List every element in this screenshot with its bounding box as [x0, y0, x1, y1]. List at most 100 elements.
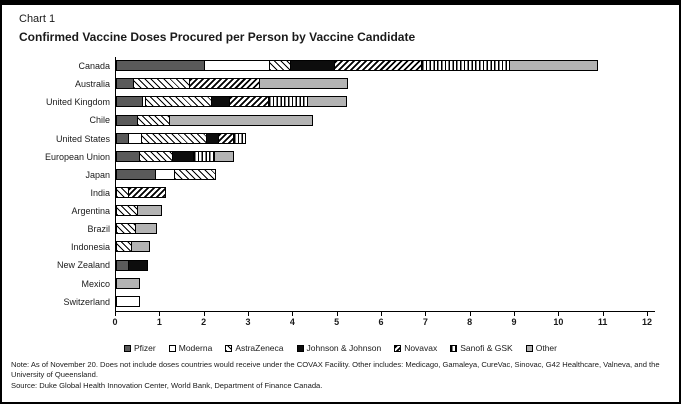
bar-segment-astrazeneca [132, 78, 191, 90]
category-label: Canada [78, 61, 110, 71]
bar-segment-pfizer [116, 60, 205, 72]
bar-segment-sanofi [421, 60, 510, 72]
chart-legend: Pfizer Moderna AstraZeneca Johnson & Johnso… [2, 343, 679, 353]
bar-row [116, 130, 648, 148]
x-tick-mark [115, 312, 116, 316]
bar-segment-other [137, 205, 162, 217]
legend-label: Moderna [178, 343, 213, 353]
category-label: Switzerland [63, 296, 110, 307]
stacked-bar [116, 259, 648, 271]
bar-row [116, 93, 648, 111]
bar-segment-other [508, 60, 598, 72]
legend-item-other: Other [525, 343, 557, 353]
x-tick-mark [381, 312, 382, 316]
legend-label: Johnson & Johnson [306, 343, 382, 353]
x-tick-mark [469, 312, 471, 316]
category-label: United Kingdom [45, 97, 110, 108]
bar-segment-jnj [128, 259, 149, 271]
category-label: Mexico [81, 278, 110, 289]
legend-label: Other [535, 343, 557, 353]
bar-segment-novavax [128, 187, 166, 199]
bar-segment-pfizer [116, 132, 130, 144]
x-tick-mark [203, 312, 205, 316]
x-tick-mark [425, 312, 427, 316]
bar-segment-pfizer [116, 78, 134, 90]
category-label: Australia [74, 79, 110, 90]
x-tick-label: 10 [553, 317, 564, 327]
legend-swatch-novavax [394, 344, 402, 352]
plot-area [115, 57, 648, 311]
category-label: European Union [44, 151, 110, 162]
bar-segment-novavax [218, 132, 234, 144]
bar-segment-moderna [154, 168, 175, 180]
bar-row [116, 148, 648, 166]
x-tick-mark [558, 312, 560, 316]
bar-segment-astrazeneca [140, 132, 208, 144]
bar-segment-novavax [229, 96, 270, 108]
x-axis-line [115, 311, 655, 312]
stacked-bar [116, 295, 648, 307]
category-label: Japan [85, 169, 110, 180]
x-tick-mark [602, 312, 604, 316]
x-tick-mark [292, 312, 294, 316]
stacked-bar [116, 150, 648, 162]
x-tick-mark [248, 312, 249, 316]
bar-row [116, 166, 648, 184]
legend-label: AstraZeneca [235, 343, 284, 353]
category-label: United States [55, 133, 110, 144]
bar-row [116, 256, 648, 274]
stacked-bar [116, 60, 648, 72]
stacked-bar [116, 223, 648, 235]
stacked-bar [116, 96, 648, 108]
bar-segment-novavax [189, 78, 261, 90]
legend-swatch-moderna [168, 344, 176, 352]
bar-row [116, 293, 648, 311]
legend-item-novavax: Novavax [394, 343, 437, 353]
category-label: Argentina [71, 206, 110, 216]
category-label: Indonesia [70, 242, 110, 253]
bar-segment-pfizer [116, 168, 156, 180]
stacked-bar [116, 114, 648, 126]
bar-row [116, 184, 648, 202]
legend-swatch-pfizer [124, 344, 132, 352]
bar-segment-astrazeneca [145, 96, 212, 108]
bar-segment-moderna [203, 60, 271, 72]
bar-segment-astrazeneca [173, 168, 216, 180]
stacked-bar [116, 168, 648, 180]
x-tick-mark [336, 312, 338, 316]
x-tick-mark [514, 312, 515, 316]
legend-item-jnj: Johnson & Johnson [296, 343, 382, 353]
bar-segment-other [169, 114, 314, 126]
x-tick-label: 2 [201, 317, 207, 327]
legend-swatch-jnj [296, 344, 304, 352]
x-tick-label: 11 [597, 317, 608, 327]
x-tick-label: 3 [245, 317, 251, 327]
legend-label: Pfizer [134, 343, 156, 353]
bar-row [116, 220, 648, 238]
x-tick-mark [647, 312, 648, 316]
bar-segment-novavax [333, 60, 423, 72]
x-tick-mark [159, 312, 161, 316]
x-tick-label: 0 [112, 317, 118, 327]
x-tick-label: 5 [334, 317, 340, 327]
x-tick-label: 1 [156, 317, 162, 327]
x-tick-label: 9 [511, 317, 517, 327]
chart-title: Confirmed Vaccine Doses Procured per Per… [19, 30, 416, 44]
stacked-bar [116, 205, 648, 217]
legend-item-pfizer: Pfizer [124, 343, 156, 353]
bar-segment-pfizer [116, 114, 139, 126]
stacked-bar [116, 187, 648, 199]
bar-segment-astrazeneca [116, 241, 132, 253]
bar-segment-astrazeneca [116, 187, 130, 199]
category-label: New Zealand [56, 260, 110, 271]
stacked-bar [116, 78, 648, 90]
footnote-block: Note: As of November 20. Does not includ… [11, 360, 673, 391]
bar-segment-jnj [210, 96, 231, 108]
bar-segment-jnj [290, 60, 335, 72]
bar-segment-astrazeneca [139, 150, 173, 162]
legend-swatch-sanofi [450, 344, 458, 352]
legend-item-astrazeneca: AstraZeneca [225, 343, 284, 353]
legend-swatch-astrazeneca [225, 344, 233, 352]
legend-swatch-other [525, 344, 533, 352]
